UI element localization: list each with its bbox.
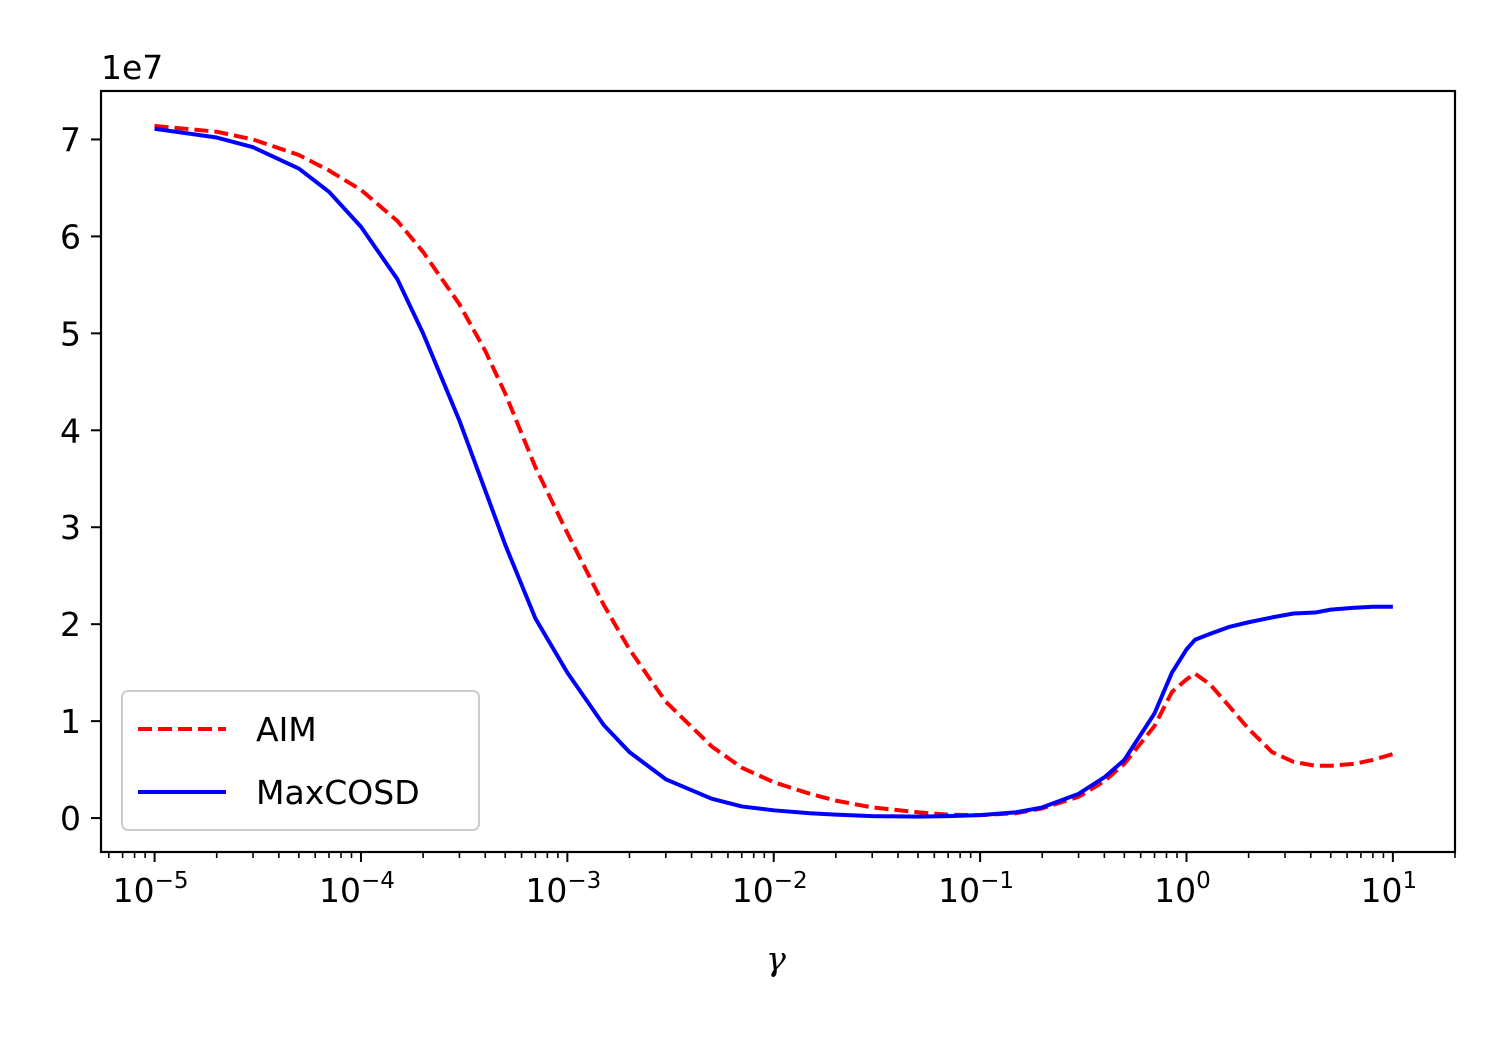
legend-label-aim: AIM bbox=[256, 710, 317, 749]
x-tick-label-exponent: −3 bbox=[567, 868, 601, 894]
legend-box bbox=[121, 690, 480, 831]
y-tick-label: 3 bbox=[60, 508, 81, 547]
x-tick-label-base: 10 bbox=[113, 871, 155, 910]
x-axis-ticks: 10−5 10−4 10−3 10−2 10−1 100 101 bbox=[113, 852, 1418, 910]
plot-frame bbox=[99, 89, 1457, 854]
x-tick-label: 10−2 bbox=[732, 868, 808, 910]
x-tick-label-base: 10 bbox=[1361, 871, 1403, 910]
x-tick-label-base: 10 bbox=[319, 871, 361, 910]
x-tick-label-exponent: −4 bbox=[361, 868, 395, 894]
x-tick-label: 101 bbox=[1361, 868, 1418, 910]
y-tick-label: 5 bbox=[60, 314, 81, 353]
x-tick-label: 100 bbox=[1154, 868, 1211, 910]
x-tick-label-base: 10 bbox=[1154, 871, 1196, 910]
plot-series-group bbox=[154, 123, 1394, 819]
y-tick-label: 6 bbox=[60, 217, 81, 256]
series-line-maxcosd bbox=[154, 126, 1393, 819]
x-tick-label-base: 10 bbox=[732, 871, 774, 910]
y-axis-ticks: 0 1 2 3 4 5 6 7 bbox=[60, 120, 101, 838]
x-tick-label-exponent: 1 bbox=[1403, 868, 1418, 894]
x-tick-label-base: 10 bbox=[525, 871, 567, 910]
legend: AIM MaxCOSD bbox=[121, 690, 480, 831]
y-tick-label: 7 bbox=[60, 120, 81, 159]
x-axis-label: γ bbox=[766, 939, 786, 978]
y-tick-label: 4 bbox=[60, 411, 81, 450]
x-tick-label: 10−1 bbox=[938, 868, 1014, 910]
x-tick-label: 10−5 bbox=[113, 868, 189, 910]
x-tick-label: 10−3 bbox=[525, 868, 601, 910]
x-tick-label-exponent: −5 bbox=[155, 868, 189, 894]
x-tick-label-exponent: 0 bbox=[1196, 868, 1211, 894]
x-tick-label: 10−4 bbox=[319, 868, 395, 910]
y-tick-label: 2 bbox=[60, 605, 81, 644]
y-offset-label: 1e7 bbox=[101, 48, 163, 87]
series-line-aim bbox=[154, 123, 1394, 818]
x-tick-label-base: 10 bbox=[938, 871, 980, 910]
legend-label-maxcosd: MaxCOSD bbox=[256, 773, 420, 812]
x-tick-label-exponent: −2 bbox=[774, 868, 808, 894]
y-tick-label: 1 bbox=[60, 702, 81, 741]
y-tick-label: 0 bbox=[60, 799, 81, 838]
x-tick-label-exponent: −1 bbox=[980, 868, 1014, 894]
